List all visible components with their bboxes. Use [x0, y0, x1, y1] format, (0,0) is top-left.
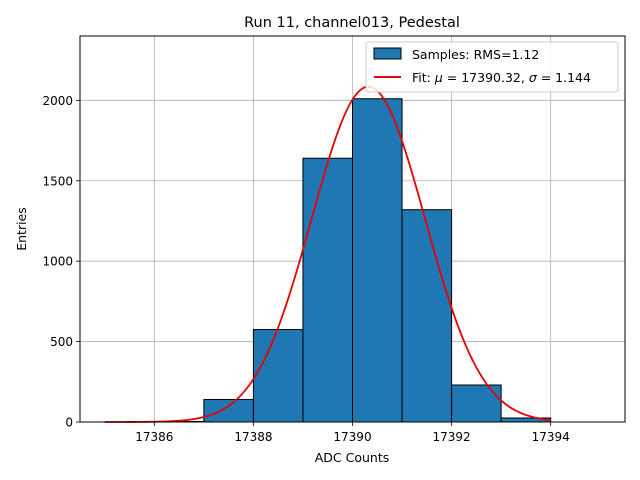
legend-box [365, 41, 619, 93]
y-tick-label: 2000 [42, 94, 73, 108]
legend-label-samples: Samples: RMS=1.12 [412, 47, 539, 62]
histogram-bar [352, 98, 403, 423]
y-tick-label: 1000 [42, 255, 73, 269]
x-axis-ticks: 17386 17388 17390 17392 17394 [135, 422, 570, 444]
x-tick-label: 17394 [532, 430, 570, 444]
histogram-bar [451, 384, 502, 423]
y-axis-label: Entries [14, 207, 29, 251]
y-tick-label: 1500 [42, 174, 73, 188]
x-tick-label: 17386 [135, 430, 173, 444]
y-tick-label: 0 [65, 416, 73, 430]
x-tick-label: 17390 [333, 430, 371, 444]
y-tick-label: 500 [50, 335, 73, 349]
legend-swatch-samples [373, 47, 402, 60]
histogram-bars [153, 98, 552, 423]
histogram-bar [401, 209, 453, 423]
histogram-bar [252, 329, 304, 423]
fit-curve [104, 85, 551, 423]
histogram-bar [302, 157, 354, 423]
chart-title: Run 11, channel013, Pedestal [244, 15, 460, 31]
x-tick-label: 17388 [234, 430, 272, 444]
y-axis-ticks: 0 500 1000 1500 2000 [42, 94, 80, 430]
legend: Samples: RMS=1.12 Fit: μ = 17390.32, σ =… [365, 41, 619, 93]
x-axis-label: ADC Counts [315, 450, 390, 465]
legend-label-fit: Fit: μ = 17390.32, σ = 1.144 [412, 70, 591, 85]
x-tick-label: 17392 [432, 430, 470, 444]
histogram-bar [203, 398, 254, 423]
